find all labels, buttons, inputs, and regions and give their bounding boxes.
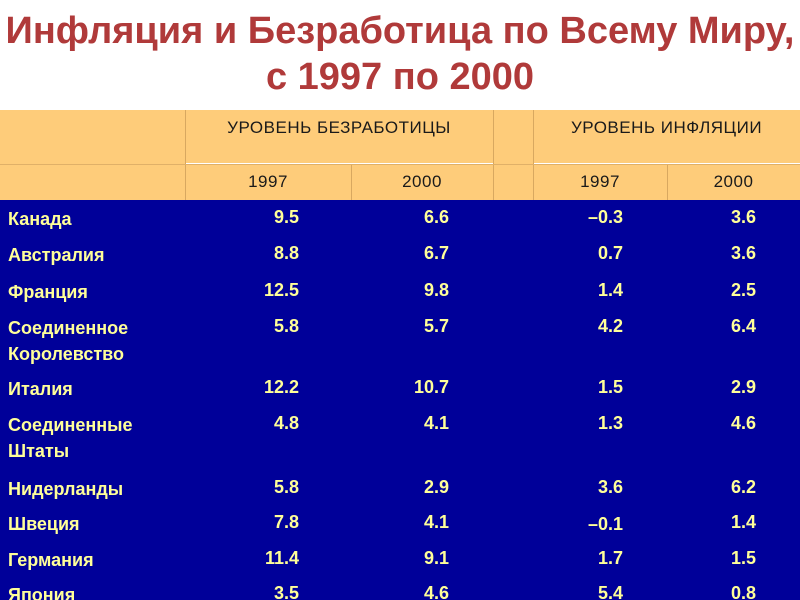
unemployment-2000-cell: 6.6: [423, 207, 449, 227]
page-title: Инфляция и Безработица по Всему Миру, с …: [0, 0, 800, 110]
unemployment-1997-cell: 9.5: [273, 207, 299, 227]
inflation-1997-cell: 1.5: [597, 377, 623, 397]
header-year-infl-1997: 1997: [580, 172, 620, 191]
inflation-1997-cell: 5.4: [597, 583, 623, 600]
inflation-1997-cell: 1.7: [597, 548, 623, 568]
unemployment-1997-cell: 4.8: [273, 413, 299, 433]
country-cell: Франция: [8, 282, 88, 302]
unemployment-1997-cell: 12.5: [263, 280, 299, 300]
inflation-2000-cell: 2.9: [730, 377, 756, 397]
inflation-1997-cell: 0.7: [597, 243, 623, 263]
title-line-1: Инфляция и Безработица по Всему Миру,: [5, 10, 795, 52]
inflation-1997-cell: 3.6: [597, 477, 623, 497]
country-cell: Нидерланды: [8, 479, 124, 499]
unemployment-2000-cell: 9.1: [423, 548, 449, 568]
table-header-year-row: 1997 2000 1997 2000: [0, 164, 800, 200]
country-cell: Италия: [8, 379, 73, 399]
header-year-infl-2000: 2000: [713, 172, 754, 191]
inflation-1997-cell: 1.4: [597, 280, 623, 300]
unemployment-1997-cell: 11.4: [264, 548, 299, 568]
unemployment-2000-cell: 2.9: [423, 477, 449, 497]
header-divider-left: [185, 163, 493, 164]
country-cell: Япония: [8, 585, 76, 600]
grid-line: [351, 164, 352, 200]
unemployment-2000-cell: 6.7: [423, 243, 449, 263]
unemployment-2000-cell: 4.1: [423, 413, 449, 433]
grid-line: [185, 110, 186, 200]
inflation-2000-cell: 4.6: [730, 413, 756, 433]
inflation-1997-cell: 4.2: [597, 316, 623, 336]
country-cell: Соединенное Королевство: [8, 318, 129, 364]
inflation-2000-cell: 6.2: [730, 477, 756, 497]
country-cell: Соединенные Штаты: [8, 415, 133, 461]
table-row: Франция 12.5 9.8 1.4 2.5: [0, 279, 800, 315]
unemployment-2000-cell: 9.8: [423, 280, 449, 300]
country-cell: Австралия: [8, 245, 105, 265]
unemployment-2000-cell: 4.1: [423, 512, 449, 532]
unemployment-2000-cell: 10.7: [413, 377, 449, 397]
inflation-2000-cell: 3.6: [730, 207, 756, 227]
inflation-2000-cell: 3.6: [730, 243, 756, 263]
header-year-unemp-2000: 2000: [402, 172, 442, 191]
inflation-2000-cell: 1.5: [730, 548, 756, 568]
unemployment-1997-cell: 12.2: [263, 377, 299, 397]
header-divider-right: [533, 163, 800, 164]
data-table: УРОВЕНЬ БЕЗРАБОТИЦЫ УРОВЕНЬ ИНФЛЯЦИИ 199…: [0, 110, 800, 600]
grid-line: [533, 110, 534, 200]
header-inflation: УРОВЕНЬ ИНФЛЯЦИИ: [570, 118, 763, 137]
unemployment-1997-cell: 5.8: [273, 316, 299, 336]
title-line-2: с 1997 по 2000: [265, 56, 535, 98]
table-body: Канада 9.5 6.6 –0.3 3.6 Австралия 8.8 6.…: [0, 200, 800, 600]
unemployment-2000-cell: 5.7: [423, 316, 449, 336]
unemployment-1997-cell: 8.8: [273, 243, 299, 263]
country-cell: Швеция: [8, 514, 80, 534]
header-year-unemp-1997: 1997: [248, 172, 288, 191]
table-row: Нидерланды 5.8 2.9 3.6 6.2: [0, 476, 800, 512]
country-cell: Канада: [8, 209, 72, 229]
table-row: Япония 3.5 4.6 5.4 0.8: [0, 582, 800, 600]
table-row: Соединенные Штаты 4.8 4.1 1.3 4.6: [0, 412, 800, 472]
inflation-2000-cell: 1.4: [730, 512, 756, 532]
table-header-group-row: УРОВЕНЬ БЕЗРАБОТИЦЫ УРОВЕНЬ ИНФЛЯЦИИ: [0, 110, 800, 164]
table-row: Италия 12.2 10.7 1.5 2.9: [0, 376, 800, 412]
table-row: Соединенное Королевство 5.8 5.7 4.2 6.4: [0, 315, 800, 375]
inflation-1997-cell: –0.1: [587, 514, 623, 534]
unemployment-1997-cell: 3.5: [273, 583, 299, 600]
inflation-2000-cell: 2.5: [730, 280, 756, 300]
country-cell: Германия: [8, 550, 94, 570]
unemployment-1997-cell: 7.8: [273, 512, 299, 532]
unemployment-1997-cell: 5.8: [273, 477, 299, 497]
inflation-1997-cell: –0.3: [587, 207, 623, 227]
table-row: Швеция 7.8 4.1 –0.1 1.4: [0, 511, 800, 547]
grid-line: [667, 164, 668, 200]
table-row: Германия 11.4 9.1 1.7 1.5: [0, 547, 800, 583]
inflation-2000-cell: 6.4: [730, 316, 756, 336]
inflation-2000-cell: 0.8: [730, 583, 756, 600]
table-row: Канада 9.5 6.6 –0.3 3.6: [0, 206, 800, 242]
grid-line: [0, 164, 800, 165]
table-row: Австралия 8.8 6.7 0.7 3.6: [0, 242, 800, 278]
unemployment-2000-cell: 4.6: [423, 583, 449, 600]
header-unemployment: УРОВЕНЬ БЕЗРАБОТИЦЫ: [227, 118, 451, 137]
inflation-1997-cell: 1.3: [597, 413, 623, 433]
grid-line: [493, 110, 494, 200]
